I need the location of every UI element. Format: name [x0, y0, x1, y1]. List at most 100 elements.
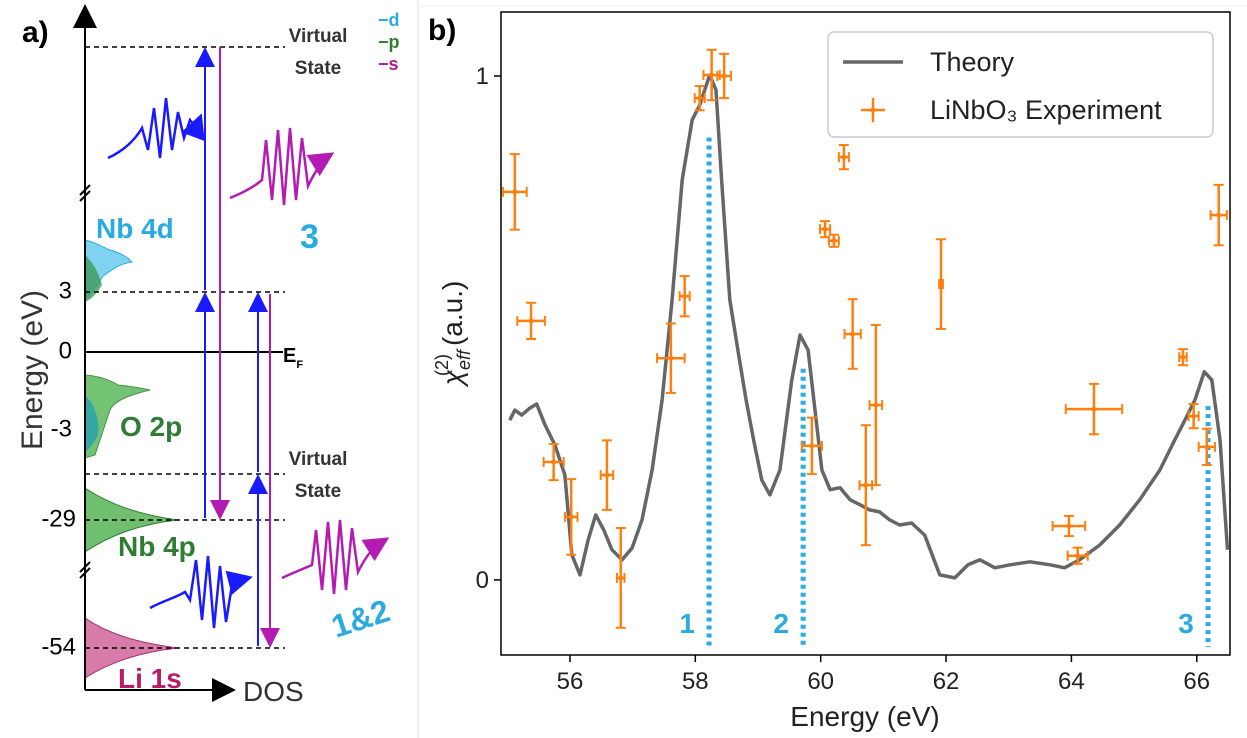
experiment-point [693, 85, 706, 112]
experiment-point [1209, 183, 1228, 247]
experiment-marker [831, 238, 837, 244]
tick-labels: 3 0 -3 -29 -54 [41, 277, 76, 660]
experiment-point [1187, 403, 1200, 430]
virtual-state-label: State [295, 58, 341, 79]
experiment-marker [822, 226, 828, 232]
experiment-marker [604, 472, 610, 478]
experiment-point [1064, 382, 1124, 436]
tick-label: -3 [51, 415, 72, 442]
experiment-point [800, 416, 823, 476]
experiment-marker [809, 443, 815, 449]
tick-label: 3 [59, 277, 72, 304]
experiment-point [656, 322, 686, 394]
legend-label: LiNbO₃ Experiment [930, 95, 1162, 125]
tick-label: -29 [41, 505, 76, 532]
marker-label: 3 [1178, 608, 1194, 639]
experiment-point [1197, 427, 1216, 467]
x-tick-label: 60 [807, 668, 834, 695]
legend-swatch [870, 107, 876, 113]
experiment-point [501, 153, 528, 231]
experiment-point [819, 220, 832, 239]
experiment-point [678, 275, 691, 318]
process-label: 3 [300, 218, 319, 256]
experiment-marker [668, 355, 674, 361]
legend-box [827, 31, 1214, 138]
experiment-marker [721, 73, 727, 79]
virtual-state-label: State [295, 481, 341, 502]
experiment-point [716, 52, 733, 100]
marker-label: 1 [679, 608, 695, 639]
experiment-marker [682, 293, 688, 299]
experiment-marker [1066, 523, 1072, 529]
experiment-marker [1075, 553, 1081, 559]
x-tick-label: 64 [1058, 668, 1085, 695]
band-label: Nb 4d [96, 213, 174, 244]
experiment-marker [1180, 354, 1186, 360]
experiment-marker [528, 318, 534, 324]
legend-label: Theory [930, 47, 1015, 77]
chart-title: b) [428, 14, 456, 47]
experiment-point [843, 298, 862, 370]
experiment-marker [568, 514, 574, 520]
experiment-marker [618, 575, 624, 581]
x-tick-label: 62 [933, 668, 960, 695]
band-label: Nb 4p [118, 531, 196, 562]
experiment-point [516, 301, 546, 341]
y-tick-label: 0 [476, 567, 489, 594]
photon-in [107, 97, 205, 160]
x-tick-label: 66 [1183, 668, 1210, 695]
experiment-point [615, 527, 626, 629]
experiment-point [1051, 514, 1087, 538]
x-axis-label: Energy (eV) [790, 701, 939, 732]
experiment-point [1177, 348, 1188, 367]
orbital-legend: −d [378, 10, 400, 30]
tick-label: 0 [59, 337, 72, 364]
panel-label: a) [22, 16, 49, 49]
band-label: O 2p [120, 411, 182, 442]
axis-label: DOS [243, 676, 304, 707]
panel-a: a) Energy (eV) DOS 3 0 -3 -29 -54 [16, 4, 400, 707]
orbital-legend: −p [378, 32, 400, 52]
dos-d [85, 395, 99, 452]
photon-out [229, 127, 335, 206]
photon-out [281, 519, 390, 595]
experiment-marker [1091, 406, 1097, 412]
experiment-marker [938, 281, 944, 287]
experiment-marker [551, 459, 557, 465]
marker-label: 2 [773, 608, 789, 639]
experiment-marker [850, 331, 856, 337]
y-axis-label: χeff(2)(a.u.) [432, 281, 474, 389]
experiment-marker [697, 95, 703, 101]
experiment-point [827, 233, 840, 248]
experiment-point [542, 442, 565, 482]
experiment-point [599, 439, 615, 511]
experiment-point [1066, 546, 1089, 565]
experiment-marker [841, 154, 847, 160]
experiment-marker [709, 72, 715, 78]
y-tick-label: 1 [476, 63, 489, 90]
panel-b: b) Energy (eV) χeff(2)(a.u.) 56 58 60 62 64 6… [428, 11, 1231, 732]
dos-p [84, 374, 151, 459]
experiment-point [563, 478, 579, 556]
experiment-marker [863, 482, 869, 488]
experiment-marker [512, 189, 518, 195]
experiment-point [858, 424, 874, 547]
x-tick-label: 56 [557, 668, 584, 695]
axis-break [79, 184, 91, 202]
experiment-point [936, 238, 947, 330]
photon-in [149, 555, 253, 629]
experiment-marker [1204, 444, 1210, 450]
x-tick-label: 58 [682, 668, 709, 695]
dos-p [85, 255, 102, 302]
orbital-legend: −s [378, 54, 399, 74]
process-label: 1&2 [327, 592, 394, 644]
axis-break [79, 561, 91, 579]
virtual-state-label: Virtual [289, 26, 348, 47]
experiment-marker [873, 402, 879, 408]
plot-frame [500, 11, 1231, 656]
experiment-point [868, 323, 884, 487]
experiment-marker [1216, 212, 1222, 218]
virtual-state-label: Virtual [289, 449, 348, 470]
axis-label: Energy (eV) [16, 290, 49, 450]
